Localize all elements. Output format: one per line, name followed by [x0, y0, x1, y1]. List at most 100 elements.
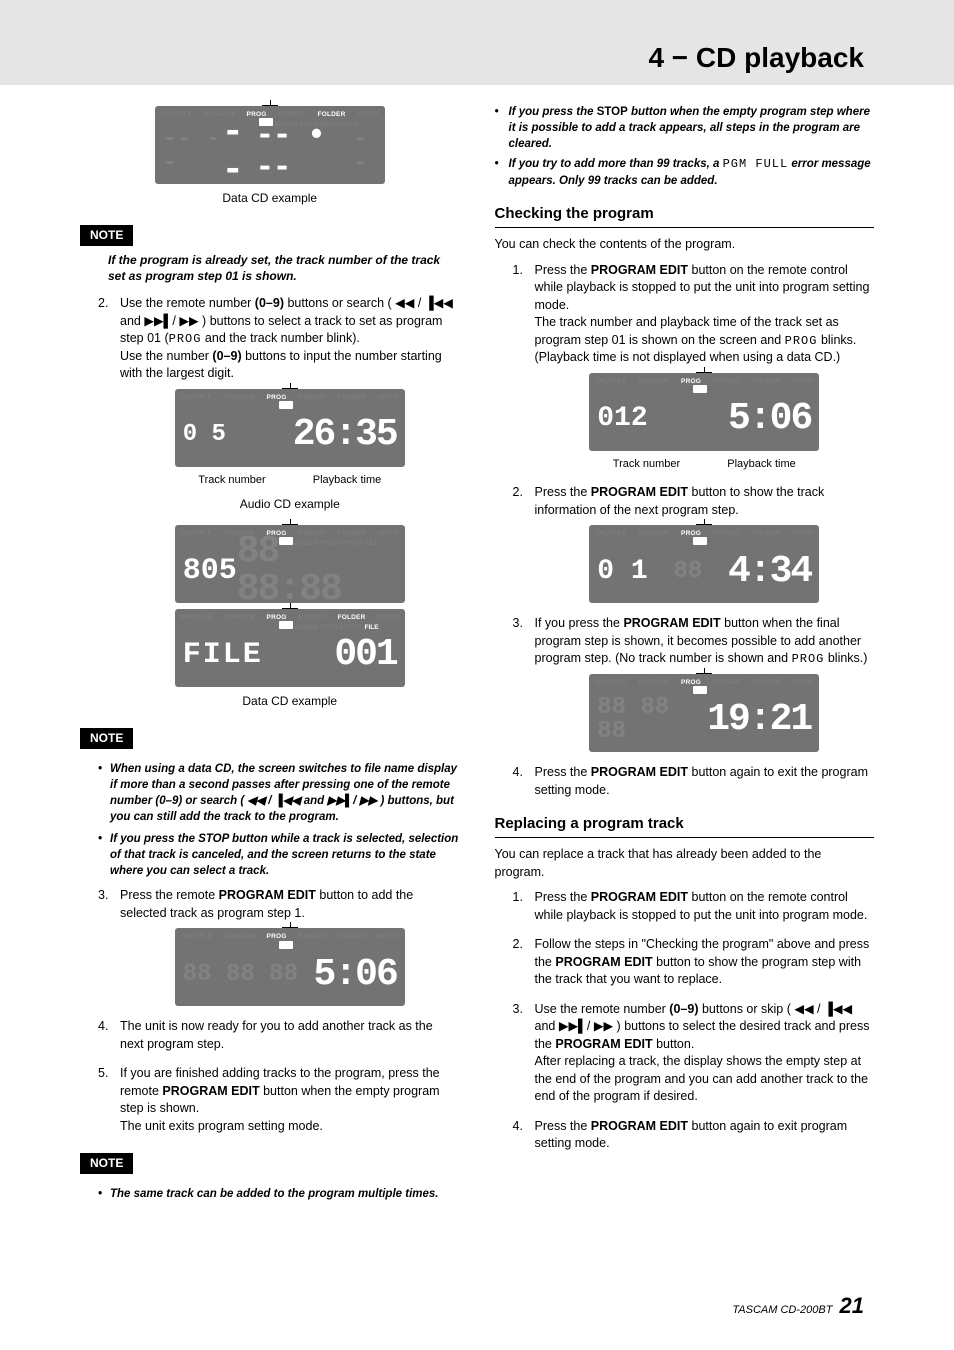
note-item: The same track can be added to the progr… — [98, 1186, 460, 1202]
t: If you press the STOP button while a tra… — [110, 833, 458, 877]
seg: 0 1 — [597, 558, 647, 586]
content-columns: SHUFFLE RANDOM PROG REPEAT FOLDER INTRO … — [80, 100, 874, 1300]
note-badge: NOTE — [80, 1153, 133, 1174]
t: PROGRAM EDIT — [591, 485, 688, 499]
lcd-data-805: SHUFFLE RANDOM PROG REPEAT FOLDER INTRO … — [175, 525, 405, 603]
note-list: When using a data CD, the screen switche… — [98, 761, 460, 880]
t: Press the — [535, 1119, 591, 1133]
t: When using a data CD, the screen switche… — [110, 763, 457, 823]
note-list: The same track can be added to the progr… — [98, 1186, 460, 1202]
step-3: Press the remote PROGRAM EDIT button to … — [98, 887, 460, 1006]
seg: FILE — [183, 640, 263, 670]
caption: Audio CD example — [120, 496, 460, 513]
t: (0–9) — [212, 349, 241, 363]
step-5: If you are finished adding tracks to the… — [98, 1065, 460, 1135]
antenna-icon — [282, 601, 298, 609]
t: Use the number — [120, 349, 212, 363]
step: Press the PROGRAM EDIT button on the rem… — [513, 889, 875, 924]
seg: 805 — [183, 556, 237, 586]
l: SHUFFLE — [595, 377, 626, 386]
caption: Data CD example — [120, 693, 460, 710]
seg: 001 — [334, 636, 396, 674]
lcd-body: 012 5:06 — [595, 396, 813, 442]
t: PROGRAM EDIT — [162, 1084, 259, 1098]
lcd-check-3: SHUFFLE RANDOM PROG REPEAT FOLDER INTRO … — [589, 674, 819, 752]
l: SHUFFLE — [595, 529, 626, 538]
t: If you press the — [509, 106, 597, 118]
seg: 19:21 — [707, 701, 811, 739]
li: If you try to add more than 99 tracks, a… — [495, 156, 875, 189]
section-heading: Replacing a program track — [495, 813, 875, 838]
replace-steps: Press the PROGRAM EDIT button on the rem… — [513, 889, 875, 1153]
t: After replacing a track, the display sho… — [535, 1054, 869, 1103]
step: Press the PROGRAM EDIT button again to e… — [513, 1118, 875, 1153]
seg: 5:06 — [314, 956, 397, 994]
lbl: Playback time — [727, 457, 795, 472]
t: Use the remote number — [535, 1002, 670, 1016]
antenna-icon — [696, 365, 712, 373]
seg: 012 — [597, 405, 647, 433]
note-item: If you press the STOP button while a tra… — [98, 831, 460, 879]
t: PROGRAM EDIT — [623, 616, 720, 630]
lcd-body: 88 88 88 5:06 — [181, 952, 399, 998]
note-text: If the program is already set, the track… — [108, 252, 460, 286]
disc-icon — [279, 621, 293, 629]
t: and the track number blink). — [201, 331, 359, 345]
seg: 26:35 — [293, 416, 397, 454]
t: PROGRAM EDIT — [591, 1119, 688, 1133]
t: PROGRAM EDIT — [591, 765, 688, 779]
t: PROGRAM EDIT — [591, 263, 688, 277]
t: Press the — [535, 765, 591, 779]
seg: 88 88 88 — [597, 696, 707, 744]
step: Press the PROGRAM EDIT button to show th… — [513, 484, 875, 603]
l: ALBUM TITLE ARTIST — [294, 624, 362, 631]
t: PROGRAM EDIT — [555, 1037, 652, 1051]
antenna-icon — [696, 517, 712, 525]
l: SHUFFLE — [595, 678, 626, 687]
l: FILE — [365, 624, 379, 631]
left-steps-b: Press the remote PROGRAM EDIT button to … — [98, 887, 460, 1135]
t: Press the — [535, 263, 591, 277]
caption: Data CD example — [80, 190, 460, 207]
antenna-icon — [282, 517, 298, 525]
page-number: 21 — [840, 1293, 864, 1318]
step: Use the remote number (0–9) buttons or s… — [513, 1001, 875, 1106]
seg: 88 88:88 — [237, 533, 397, 609]
lcd-body: -- -- -- -- • -- -- — [161, 129, 379, 175]
lcd-label: SHUFFLE — [161, 110, 192, 119]
left-column: SHUFFLE RANDOM PROG REPEAT FOLDER INTRO … — [80, 100, 460, 1300]
t: Press the — [535, 485, 591, 499]
step: Follow the steps in "Checking the progra… — [513, 936, 875, 989]
l: SHUFFLE — [181, 529, 212, 538]
lcd-check-2: SHUFFLE RANDOM PROG REPEAT FOLDER INTRO … — [589, 525, 819, 603]
lcd-row2 — [645, 384, 813, 396]
l: SHUFFLE — [181, 932, 212, 941]
sub-labels: Track number Playback time — [589, 457, 819, 472]
lcd-check-1: SHUFFLE RANDOM PROG REPEAT FOLDER INTRO … — [589, 373, 819, 451]
right-bullets: If you press the STOP button when the em… — [495, 104, 875, 189]
t: If you try to add more than 99 tracks, a — [509, 158, 723, 170]
p: You can replace a track that has already… — [495, 846, 875, 881]
lcd-body: 88 88 88 19:21 — [595, 697, 813, 743]
step-4: The unit is now ready for you to add ano… — [98, 1018, 460, 1053]
sub-labels: Track number Playback time — [175, 473, 405, 488]
seg: 5:06 — [728, 400, 811, 438]
disc-icon — [279, 401, 293, 409]
lcd-row2 — [231, 400, 399, 412]
antenna-icon — [696, 666, 712, 674]
t: Press the remote — [120, 888, 219, 902]
t: PROGRAM EDIT — [555, 955, 652, 969]
note-item: When using a data CD, the screen switche… — [98, 761, 460, 825]
disc-icon — [693, 385, 707, 393]
code: PROG — [169, 332, 202, 346]
seg-dim: -- — [353, 128, 376, 176]
step: If you press the PROGRAM EDIT button whe… — [513, 615, 875, 752]
disc-icon — [279, 941, 293, 949]
lcd-file-001: SHUFFLE RANDOM PROG REPEAT FOLDER INTRO … — [175, 609, 405, 687]
seg-lit: -- — [221, 114, 255, 190]
seg: 4:34 — [728, 553, 811, 591]
seg: 0 5 — [183, 423, 226, 447]
footer-model: TASCAM CD-200BT — [732, 1304, 832, 1316]
lcd-row2 — [231, 940, 399, 952]
t: Use the remote number — [120, 296, 255, 310]
